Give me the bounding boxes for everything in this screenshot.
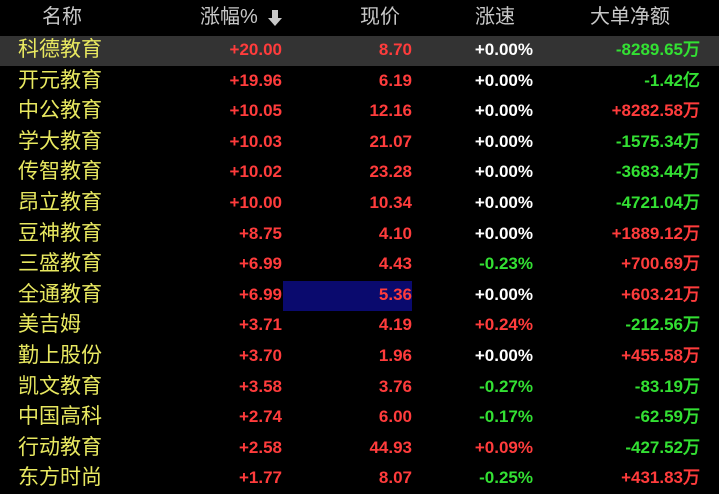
big-order-net: -212.56万 bbox=[625, 315, 700, 335]
column-header: 大单净额 bbox=[590, 6, 670, 28]
price: 4.43 bbox=[378, 254, 412, 274]
speed: +0.00% bbox=[474, 193, 533, 212]
change-pct: +20.00 bbox=[229, 40, 282, 59]
stock-name: 三盛教育 bbox=[18, 252, 102, 276]
big-order-net: -83.19万 bbox=[634, 376, 700, 396]
change-pct: +2.58 bbox=[238, 437, 282, 457]
price: 4.10 bbox=[378, 223, 412, 243]
big-order-net: -4721.04万 bbox=[615, 193, 700, 212]
stock-name: 勤上股份 bbox=[18, 344, 102, 367]
stock-name: 科德教育 bbox=[18, 38, 102, 61]
speed: +0.09% bbox=[474, 437, 533, 457]
price: 21.07 bbox=[369, 131, 412, 151]
change-pct: +10.05 bbox=[229, 101, 282, 121]
change-pct: +10.03 bbox=[229, 131, 282, 151]
price: 5.36 bbox=[378, 284, 412, 304]
stock-name: 开元教育 bbox=[18, 68, 102, 92]
big-order-net: +603.21万 bbox=[621, 284, 700, 304]
change-pct: +3.70 bbox=[238, 346, 282, 365]
price: 44.93 bbox=[369, 437, 412, 457]
price: 12.16 bbox=[369, 101, 412, 121]
price: 10.34 bbox=[369, 193, 412, 212]
speed: -0.27% bbox=[479, 376, 533, 396]
big-order-net: +455.58万 bbox=[621, 346, 700, 365]
big-order-net: -1.42亿 bbox=[644, 70, 700, 90]
column-header: 涨幅% bbox=[200, 6, 258, 28]
speed: +0.00% bbox=[474, 284, 533, 304]
stock-name: 东方时尚 bbox=[18, 466, 102, 490]
speed: +0.00% bbox=[474, 162, 533, 182]
speed: +0.24% bbox=[474, 315, 533, 335]
stock-name: 豆神教育 bbox=[18, 221, 102, 245]
big-order-net: +700.69万 bbox=[621, 254, 700, 274]
change-pct: +3.71 bbox=[238, 315, 282, 335]
change-pct: +3.58 bbox=[238, 376, 282, 396]
speed: +0.00% bbox=[474, 40, 533, 59]
stock-name: 学大教育 bbox=[18, 129, 102, 153]
change-pct: +1.77 bbox=[238, 468, 282, 488]
big-order-net: -8289.65万 bbox=[615, 40, 700, 59]
stock-name: 全通教育 bbox=[18, 282, 102, 306]
change-pct: +10.02 bbox=[229, 162, 282, 182]
price: 8.07 bbox=[378, 468, 412, 488]
selected-row-highlight bbox=[0, 36, 719, 66]
stock-name: 美吉姆 bbox=[18, 313, 81, 337]
sort-arrow bbox=[268, 10, 282, 26]
price: 23.28 bbox=[369, 162, 412, 182]
change-pct: +8.75 bbox=[238, 223, 282, 243]
price: 8.70 bbox=[378, 40, 412, 59]
price: 1.96 bbox=[378, 346, 412, 365]
speed: +0.00% bbox=[474, 131, 533, 151]
change-pct: +10.00 bbox=[229, 193, 282, 212]
big-order-net: -1575.34万 bbox=[615, 131, 700, 151]
big-order-net: +1889.12万 bbox=[611, 223, 700, 243]
stock-name: 传智教育 bbox=[18, 160, 102, 184]
stock-name: 行动教育 bbox=[18, 435, 102, 459]
price: 6.19 bbox=[378, 70, 412, 90]
change-pct: +2.74 bbox=[238, 407, 282, 427]
big-order-net: -427.52万 bbox=[625, 437, 700, 457]
change-pct: +6.99 bbox=[238, 284, 282, 304]
big-order-net: -62.59万 bbox=[634, 407, 700, 427]
cell-cursor bbox=[283, 281, 412, 311]
column-header: 现价 bbox=[360, 6, 400, 28]
speed: +0.00% bbox=[474, 346, 533, 365]
stock-name: 中公教育 bbox=[18, 99, 102, 123]
big-order-net: +431.83万 bbox=[621, 468, 700, 488]
column-header: 名称 bbox=[42, 6, 82, 28]
column-header: 涨速 bbox=[475, 6, 515, 28]
stock-name: 昂立教育 bbox=[18, 191, 102, 214]
change-pct: +6.99 bbox=[238, 254, 282, 274]
price: 3.76 bbox=[378, 376, 412, 396]
speed: +0.00% bbox=[474, 70, 533, 90]
change-pct: +19.96 bbox=[229, 70, 282, 90]
stock-name: 凯文教育 bbox=[18, 374, 102, 398]
speed: -0.23% bbox=[479, 254, 533, 274]
big-order-net: +8282.58万 bbox=[611, 101, 700, 121]
price: 4.19 bbox=[378, 315, 412, 335]
speed: +0.00% bbox=[474, 101, 533, 121]
speed: +0.00% bbox=[474, 223, 533, 243]
price: 6.00 bbox=[378, 407, 412, 427]
big-order-net: -3683.44万 bbox=[615, 162, 700, 182]
speed: -0.25% bbox=[479, 468, 533, 488]
stock-name: 中国高科 bbox=[18, 405, 102, 429]
speed: -0.17% bbox=[479, 407, 533, 427]
